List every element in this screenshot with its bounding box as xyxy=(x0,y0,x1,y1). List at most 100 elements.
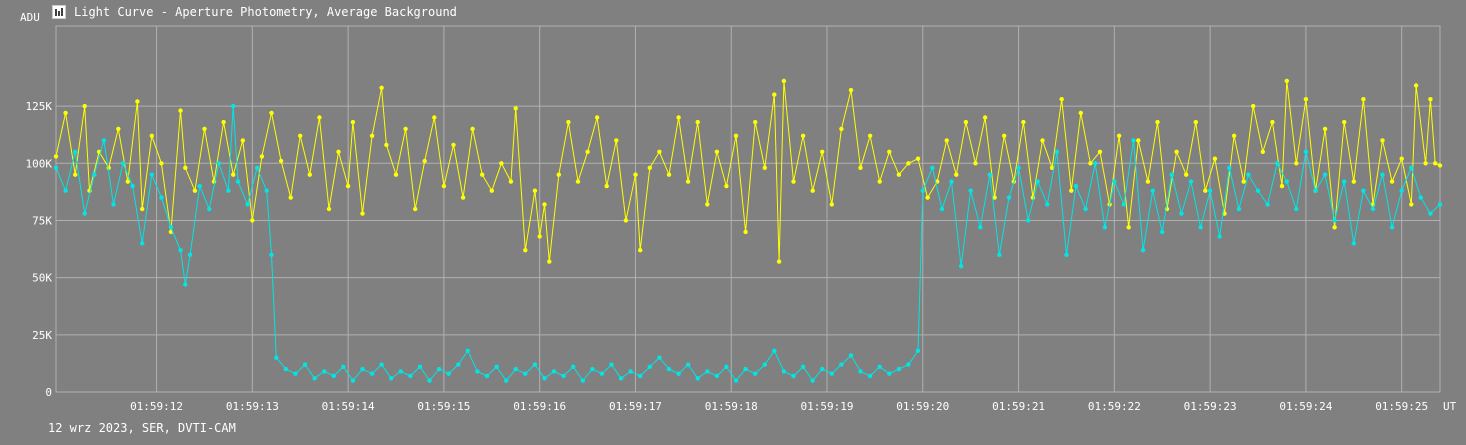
chart-title-bar: Light Curve - Aperture Photometry, Avera… xyxy=(52,4,457,20)
data-point xyxy=(930,165,935,170)
data-point xyxy=(772,348,777,353)
data-point xyxy=(245,202,250,207)
data-point xyxy=(1174,149,1179,154)
data-point xyxy=(858,369,863,374)
data-point xyxy=(623,218,629,223)
data-point xyxy=(820,366,825,372)
data-point xyxy=(848,87,854,93)
series-1 xyxy=(53,103,1443,383)
data-point xyxy=(1351,179,1357,184)
data-point xyxy=(1399,188,1404,193)
data-point xyxy=(647,364,652,369)
data-point xyxy=(111,202,116,207)
data-point xyxy=(906,362,911,367)
data-point xyxy=(1332,225,1337,230)
data-point xyxy=(1313,188,1318,193)
data-point xyxy=(743,366,748,372)
data-point xyxy=(839,362,844,367)
y-tick-label: 125K xyxy=(26,100,53,113)
x-tick-label: 01:59:24 xyxy=(1279,400,1332,413)
data-point xyxy=(1389,225,1395,230)
data-point xyxy=(513,106,518,111)
data-point xyxy=(714,149,720,154)
data-point xyxy=(441,183,447,189)
data-point xyxy=(1423,161,1428,166)
data-point xyxy=(345,183,351,189)
data-point xyxy=(1097,149,1103,154)
data-point xyxy=(906,161,911,166)
data-point xyxy=(1303,97,1309,102)
data-point xyxy=(183,165,188,170)
data-point xyxy=(954,172,959,177)
data-point xyxy=(1241,179,1246,184)
data-point xyxy=(116,126,121,132)
data-point xyxy=(432,115,437,120)
data-point xyxy=(1342,179,1347,184)
data-point xyxy=(480,172,485,177)
data-point xyxy=(1078,110,1084,116)
data-point xyxy=(949,179,954,184)
data-point xyxy=(633,172,638,177)
x-tick-label: 01:59:15 xyxy=(417,400,470,413)
data-point xyxy=(781,78,787,84)
data-point xyxy=(293,371,298,376)
data-point xyxy=(1059,97,1064,102)
data-point xyxy=(599,371,605,376)
data-point xyxy=(1126,225,1131,230)
x-tick-label: 01:59:23 xyxy=(1184,400,1237,413)
data-point xyxy=(1179,211,1184,216)
data-point xyxy=(896,172,902,177)
data-point xyxy=(1131,138,1136,143)
data-point xyxy=(609,362,614,367)
data-point xyxy=(1370,206,1376,212)
data-point xyxy=(992,195,997,200)
data-point xyxy=(776,259,782,264)
data-point xyxy=(987,172,992,177)
data-point xyxy=(1255,188,1261,193)
data-point xyxy=(130,183,135,189)
data-point xyxy=(178,248,183,253)
data-point xyxy=(733,133,739,138)
data-point xyxy=(307,172,312,177)
data-point xyxy=(422,158,427,164)
data-point xyxy=(1184,172,1189,177)
data-point xyxy=(82,211,87,216)
data-point xyxy=(638,248,643,253)
data-point xyxy=(1322,172,1328,177)
data-point xyxy=(1275,161,1280,166)
data-point xyxy=(800,364,806,369)
y-tick-label: 100K xyxy=(26,157,53,170)
data-point xyxy=(465,348,470,353)
data-point xyxy=(1437,202,1443,207)
data-point xyxy=(939,206,945,212)
data-point xyxy=(1322,126,1328,132)
data-point xyxy=(753,371,758,376)
data-point xyxy=(542,376,547,381)
x-tick-label: 01:59:20 xyxy=(896,400,949,413)
data-point xyxy=(791,373,796,379)
data-point xyxy=(369,133,375,138)
data-point xyxy=(532,362,538,367)
data-point xyxy=(1437,163,1443,168)
data-point xyxy=(920,188,925,193)
data-point xyxy=(705,202,710,207)
data-point xyxy=(240,138,245,143)
data-point xyxy=(800,133,806,138)
data-point xyxy=(997,252,1002,257)
data-point xyxy=(839,126,844,132)
data-point xyxy=(915,156,921,161)
x-tick-label: 01:59:25 xyxy=(1375,400,1428,413)
data-point xyxy=(1351,241,1357,246)
data-point xyxy=(389,376,394,381)
data-point xyxy=(829,371,834,376)
data-point xyxy=(1193,119,1199,125)
data-point xyxy=(283,366,289,372)
data-point xyxy=(724,364,729,369)
data-point xyxy=(187,252,193,257)
data-point xyxy=(379,362,384,367)
data-point xyxy=(322,369,327,374)
data-point xyxy=(666,172,672,177)
data-point xyxy=(580,378,585,383)
data-point xyxy=(1160,229,1165,235)
data-point xyxy=(523,248,528,253)
